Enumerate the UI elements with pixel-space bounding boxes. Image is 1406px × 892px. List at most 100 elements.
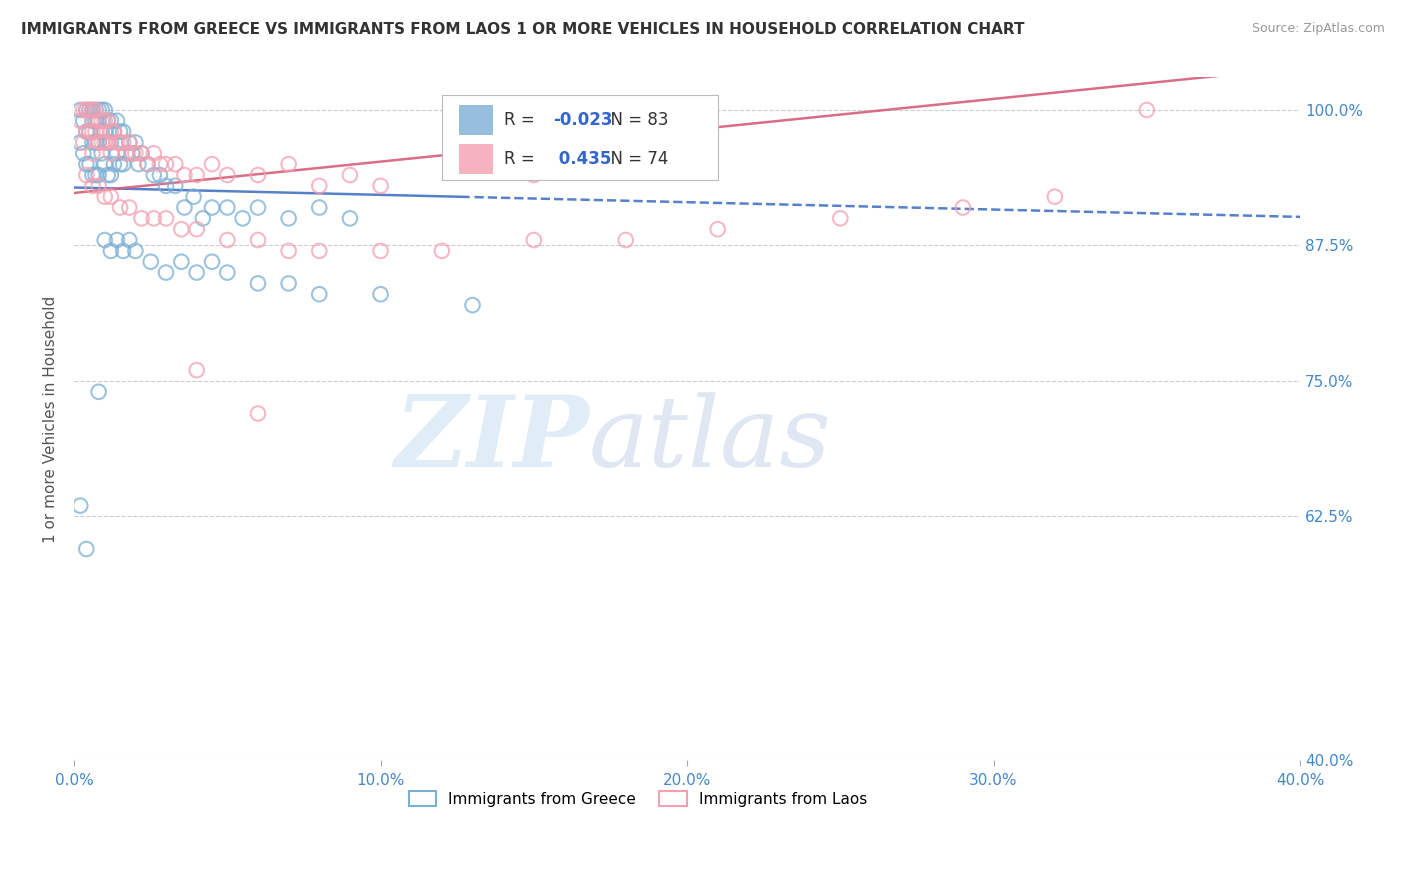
Point bbox=[1136, 103, 1159, 117]
Point bbox=[100, 125, 122, 139]
Point bbox=[93, 125, 115, 139]
Point bbox=[90, 125, 112, 139]
FancyBboxPatch shape bbox=[458, 145, 494, 174]
Point bbox=[136, 157, 159, 171]
Point bbox=[112, 244, 135, 258]
Point bbox=[112, 136, 135, 150]
Point bbox=[217, 233, 239, 247]
Point bbox=[112, 157, 135, 171]
Point bbox=[131, 146, 153, 161]
Point bbox=[69, 113, 91, 128]
Point bbox=[79, 125, 101, 139]
Point bbox=[75, 103, 97, 117]
Point bbox=[124, 244, 146, 258]
Point bbox=[79, 103, 101, 117]
Point bbox=[246, 168, 269, 182]
Point bbox=[93, 103, 115, 117]
Point bbox=[84, 168, 107, 182]
Point bbox=[217, 201, 239, 215]
Point bbox=[97, 113, 120, 128]
Text: R =: R = bbox=[505, 111, 540, 129]
Point bbox=[118, 201, 141, 215]
Point bbox=[121, 146, 143, 161]
Text: N = 74: N = 74 bbox=[600, 150, 668, 169]
Point bbox=[308, 287, 330, 301]
Point bbox=[82, 103, 104, 117]
Point bbox=[100, 113, 122, 128]
Point bbox=[103, 125, 125, 139]
Point bbox=[173, 168, 195, 182]
Point bbox=[131, 146, 153, 161]
Point bbox=[149, 157, 172, 171]
Point bbox=[79, 103, 101, 117]
Point bbox=[87, 384, 110, 399]
Point bbox=[370, 178, 392, 193]
Point bbox=[79, 157, 101, 171]
Point bbox=[155, 178, 177, 193]
Point bbox=[97, 136, 120, 150]
Point bbox=[87, 136, 110, 150]
Point bbox=[84, 125, 107, 139]
Point bbox=[339, 211, 361, 226]
Point bbox=[75, 125, 97, 139]
Point bbox=[112, 125, 135, 139]
Point bbox=[1043, 189, 1066, 203]
Point bbox=[82, 103, 104, 117]
Point bbox=[217, 168, 239, 182]
Point bbox=[124, 146, 146, 161]
Point bbox=[90, 113, 112, 128]
Point bbox=[105, 233, 128, 247]
Point bbox=[308, 201, 330, 215]
Point bbox=[308, 244, 330, 258]
Text: ZIP: ZIP bbox=[394, 392, 589, 488]
Point bbox=[87, 178, 110, 193]
Point bbox=[115, 146, 138, 161]
Point bbox=[277, 244, 299, 258]
Point bbox=[246, 201, 269, 215]
Point bbox=[308, 178, 330, 193]
Point bbox=[84, 103, 107, 117]
Point bbox=[75, 103, 97, 117]
Point bbox=[170, 254, 193, 268]
Point bbox=[127, 157, 149, 171]
Point bbox=[706, 222, 728, 236]
Point bbox=[97, 168, 120, 182]
Point bbox=[170, 222, 193, 236]
Point bbox=[100, 244, 122, 258]
Text: 0.435: 0.435 bbox=[554, 150, 612, 169]
Point bbox=[173, 201, 195, 215]
Point bbox=[217, 266, 239, 280]
Point bbox=[118, 136, 141, 150]
Point bbox=[100, 168, 122, 182]
Text: IMMIGRANTS FROM GREECE VS IMMIGRANTS FROM LAOS 1 OR MORE VEHICLES IN HOUSEHOLD C: IMMIGRANTS FROM GREECE VS IMMIGRANTS FRO… bbox=[21, 22, 1025, 37]
Point bbox=[90, 146, 112, 161]
Point bbox=[72, 103, 94, 117]
Point bbox=[87, 103, 110, 117]
Point bbox=[155, 266, 177, 280]
Point bbox=[142, 211, 165, 226]
Point bbox=[118, 136, 141, 150]
Point bbox=[87, 113, 110, 128]
Point bbox=[461, 298, 484, 312]
Point bbox=[131, 211, 153, 226]
Point bbox=[90, 103, 112, 117]
Point bbox=[523, 233, 546, 247]
Point bbox=[84, 136, 107, 150]
Point bbox=[90, 136, 112, 150]
Point bbox=[69, 103, 91, 117]
Point bbox=[100, 146, 122, 161]
Text: -0.023: -0.023 bbox=[554, 111, 613, 129]
Point bbox=[118, 233, 141, 247]
Point bbox=[87, 136, 110, 150]
Point bbox=[108, 157, 131, 171]
Point bbox=[72, 113, 94, 128]
Point bbox=[82, 146, 104, 161]
Point bbox=[93, 157, 115, 171]
Point bbox=[232, 211, 254, 226]
Point bbox=[952, 201, 974, 215]
Point bbox=[105, 146, 128, 161]
Point bbox=[201, 157, 224, 171]
Point bbox=[105, 136, 128, 150]
Point bbox=[277, 211, 299, 226]
Point bbox=[69, 499, 91, 513]
